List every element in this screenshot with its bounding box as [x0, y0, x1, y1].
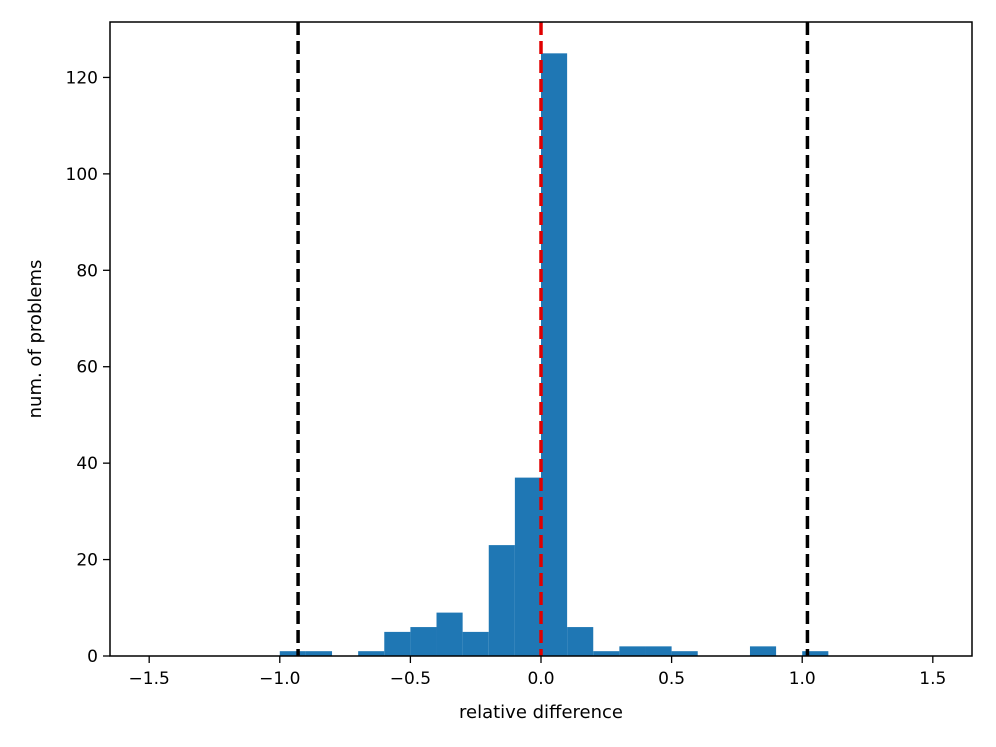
histogram-bar [358, 651, 385, 656]
histogram-bar [436, 612, 463, 656]
x-tick-label: −1.0 [259, 669, 300, 689]
y-tick-label: 100 [66, 165, 98, 185]
histogram-bar [671, 651, 698, 656]
histogram-bar [514, 477, 541, 656]
histogram-bar [384, 631, 411, 656]
y-axis-label: num. of problems [25, 260, 46, 419]
y-tick-label: 20 [76, 551, 98, 571]
y-axis-ticks: 0 20 40 60 80 100 120 [66, 68, 110, 667]
histogram-bar [488, 545, 515, 656]
histogram-bar [541, 53, 568, 657]
x-tick-label: −1.5 [129, 669, 170, 689]
y-tick-label: 120 [66, 68, 98, 88]
x-tick-label: −0.5 [390, 669, 431, 689]
x-axis-label: relative difference [459, 702, 623, 723]
y-tick-label: 60 [76, 358, 98, 378]
histogram-bar [645, 646, 672, 656]
histogram-bars [279, 53, 829, 657]
histogram-bar [279, 651, 306, 656]
x-tick-label: 1.5 [919, 669, 946, 689]
y-tick-label: 40 [76, 454, 98, 474]
histogram-bar [410, 627, 437, 656]
histogram-bar [593, 651, 620, 656]
histogram-bar [305, 651, 333, 656]
x-tick-label: 0.5 [658, 669, 685, 689]
histogram-bar [802, 651, 829, 656]
x-tick-label: 0.0 [527, 669, 554, 689]
reference-lines [296, 22, 810, 656]
y-tick-label: 80 [76, 261, 98, 281]
histogram-bar [619, 646, 646, 656]
y-tick-label: 0 [87, 647, 98, 667]
histogram-bar [462, 631, 489, 656]
histogram-bar [567, 627, 594, 656]
histogram-bar [749, 646, 777, 656]
x-tick-label: 1.0 [789, 669, 816, 689]
x-axis-ticks: −1.5 −1.0 −0.5 0.0 0.5 1.0 1.5 [129, 656, 946, 689]
